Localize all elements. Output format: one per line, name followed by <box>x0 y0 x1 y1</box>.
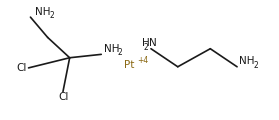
Text: NH: NH <box>239 56 255 66</box>
Text: H: H <box>142 38 150 48</box>
Text: 2: 2 <box>118 48 123 57</box>
Text: NH: NH <box>35 7 51 17</box>
Text: 2: 2 <box>144 43 148 52</box>
Text: Pt: Pt <box>124 60 134 70</box>
Text: +4: +4 <box>137 56 148 65</box>
Text: 2: 2 <box>254 61 258 70</box>
Text: Cl: Cl <box>17 63 27 73</box>
Text: Cl: Cl <box>59 92 69 102</box>
Text: NH: NH <box>104 44 119 54</box>
Text: N: N <box>150 38 157 48</box>
Text: 2: 2 <box>50 11 54 20</box>
